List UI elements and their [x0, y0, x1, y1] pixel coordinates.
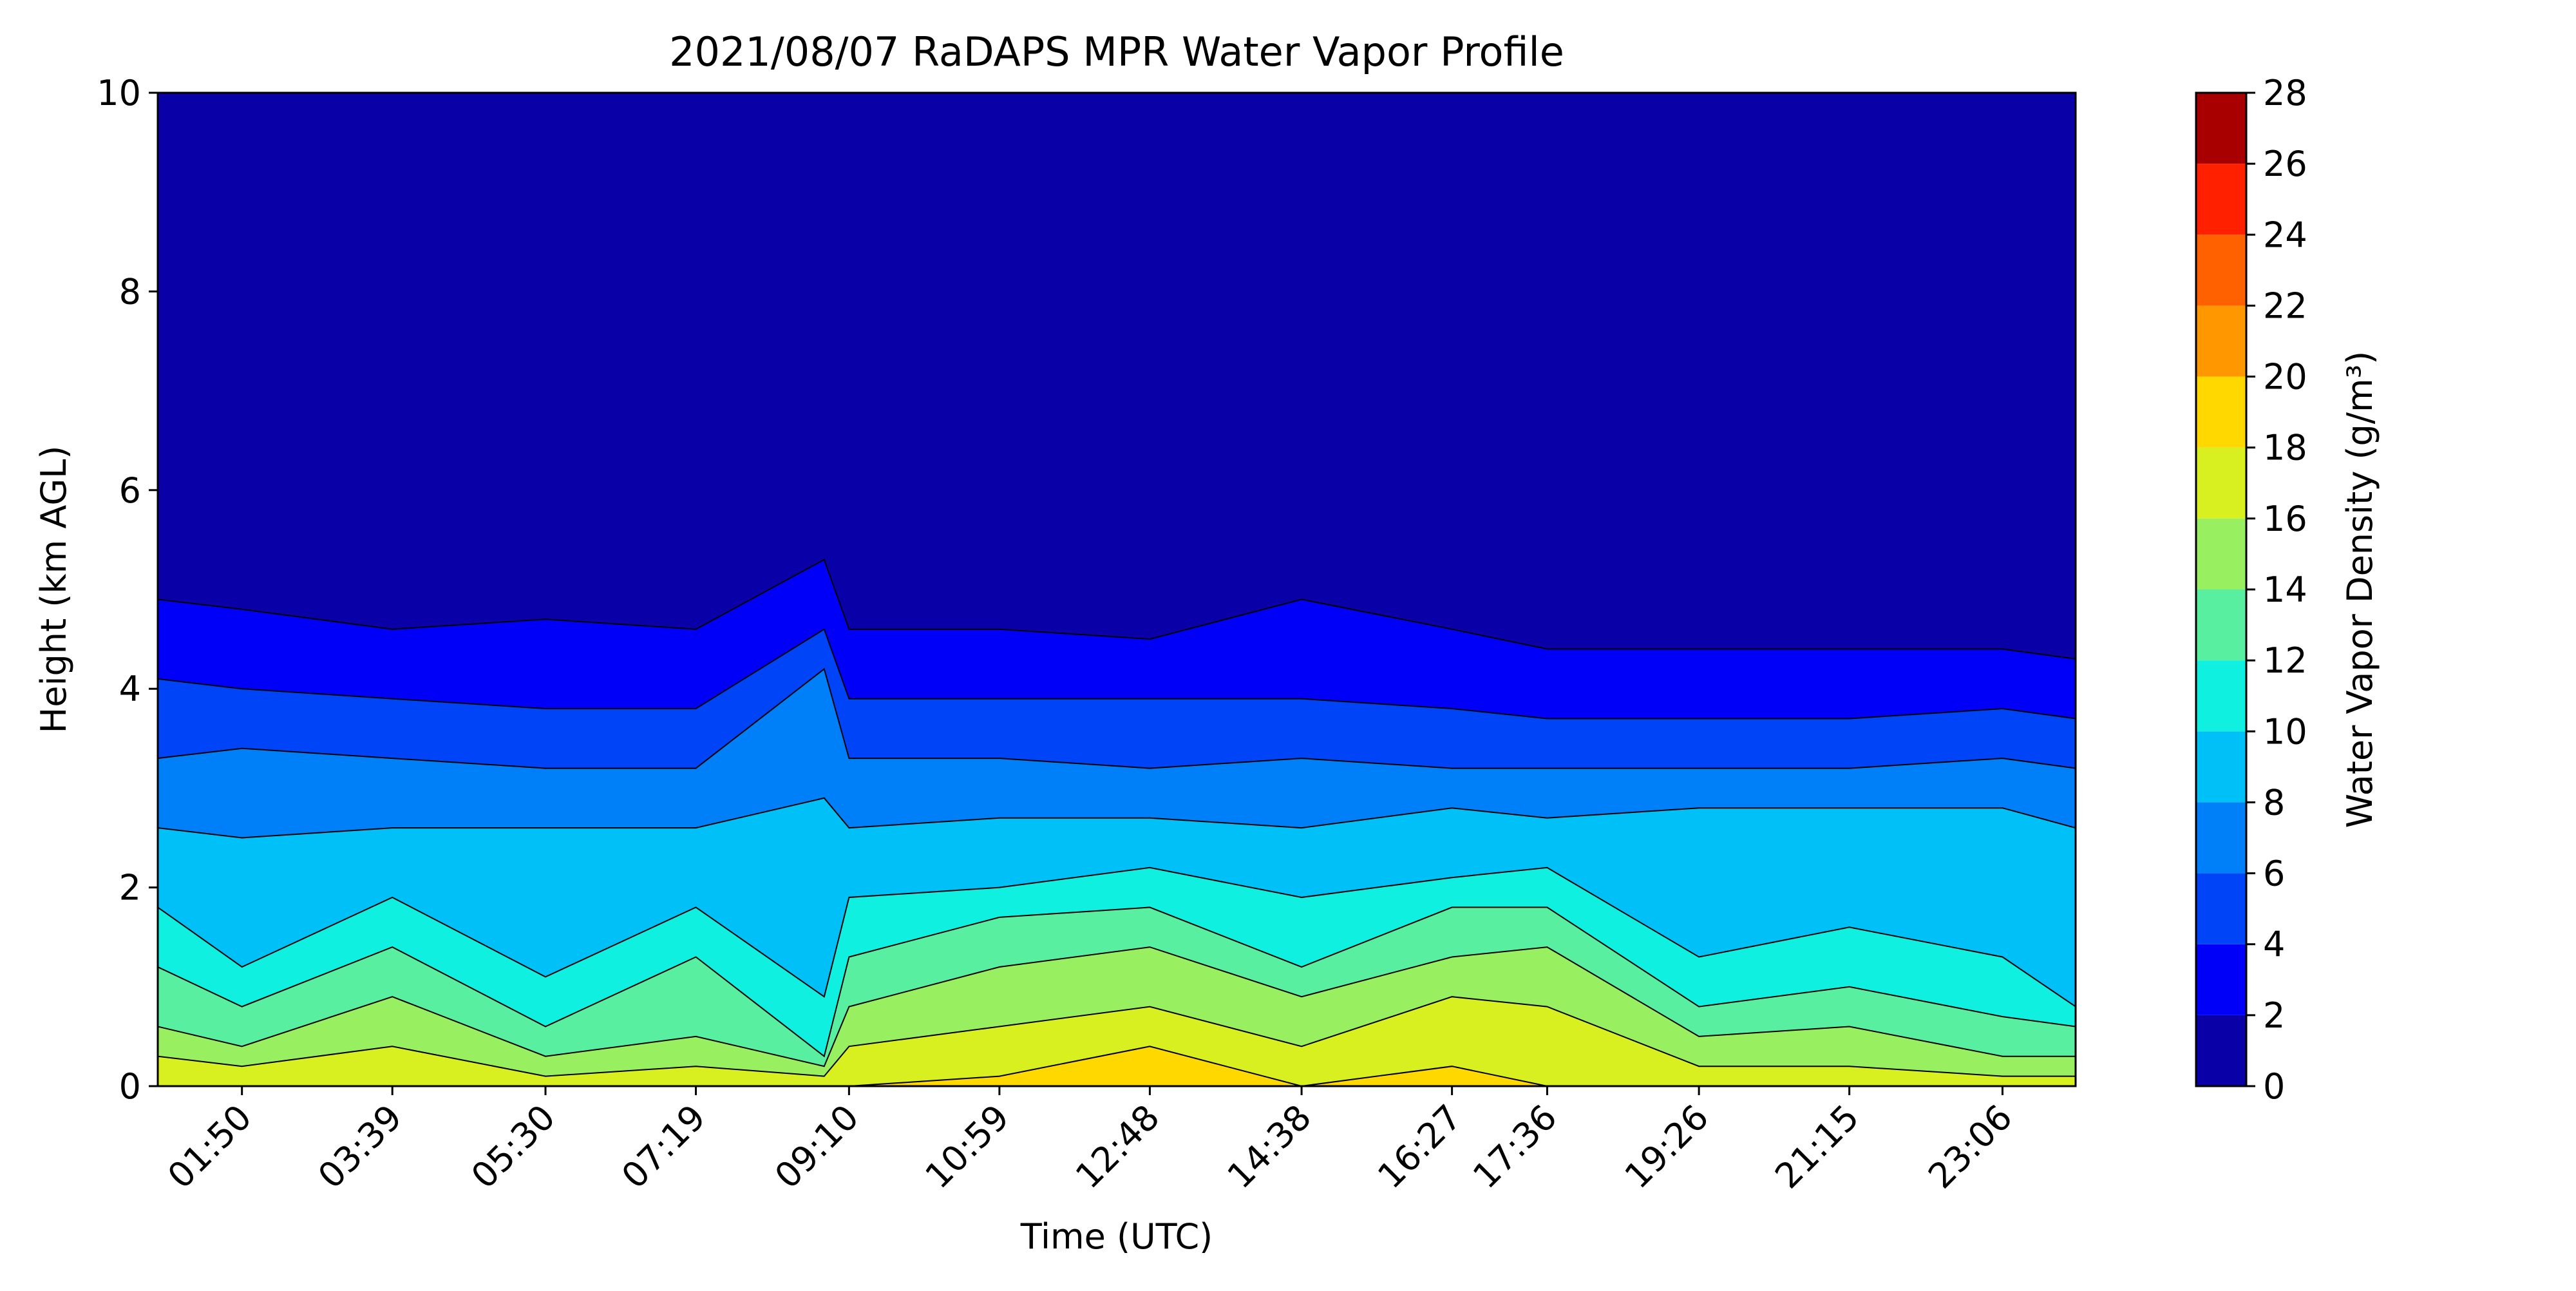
colorbar-tick-label: 24 — [2263, 215, 2307, 255]
x-tick-label: 21:15 — [1767, 1097, 1867, 1197]
contour-4 — [158, 628, 2076, 720]
colorbar-tick-label: 18 — [2263, 428, 2307, 468]
colorbar-tick-label: 0 — [2263, 1066, 2285, 1107]
colorbar-swatch — [2196, 164, 2246, 235]
colorbar-swatch — [2196, 660, 2246, 732]
contour-10 — [158, 866, 2076, 1008]
colorbar-tick-label: 4 — [2263, 924, 2285, 965]
colorbar-tick-label: 14 — [2263, 569, 2307, 610]
y-tick-label: 8 — [119, 271, 141, 312]
colorbar-tick-label: 26 — [2263, 144, 2307, 184]
colorbar-tick-label: 20 — [2263, 357, 2307, 397]
contour-bands — [158, 93, 2076, 1086]
x-tick-label: 16:27 — [1370, 1097, 1470, 1197]
colorbar-tick-label: 2 — [2263, 995, 2285, 1036]
colorbar-swatch — [2196, 234, 2246, 306]
colorbar-label: Water Vapor Density (g/m³) — [2340, 351, 2380, 828]
colorbar-swatch — [2196, 376, 2246, 448]
contour-12 — [158, 906, 2076, 1058]
colorbar-tick-label: 10 — [2263, 711, 2307, 752]
colorbar-swatch — [2196, 944, 2246, 1015]
contour-lines — [158, 559, 2076, 1086]
colorbar-swatch — [2196, 589, 2246, 661]
colorbar-tick-label: 8 — [2263, 782, 2285, 823]
x-axis-label: Time (UTC) — [1020, 1216, 1213, 1257]
colorbar-swatch — [2196, 873, 2246, 944]
colorbar-swatch — [2196, 447, 2246, 519]
x-tick-label: 10:59 — [918, 1097, 1018, 1197]
y-tick-label: 2 — [119, 868, 141, 908]
x-tick-label: 09:10 — [767, 1097, 867, 1197]
x-tick-label: 03:39 — [310, 1097, 410, 1197]
x-axis: 01:50 03:39 05:30 07:19 09:10 10:59 12:48 14:38… — [160, 1086, 2020, 1196]
colorbar-swatch — [2196, 93, 2246, 164]
x-tick-label: 05:30 — [464, 1097, 564, 1197]
contour-2 — [158, 559, 2076, 660]
y-axis: 0 2 4 6 8 10 — [97, 73, 158, 1107]
band-16-18 — [158, 997, 2076, 1086]
x-tick-label: 07:19 — [614, 1097, 714, 1197]
plot-frame — [156, 91, 2077, 1087]
contour-16 — [158, 996, 2076, 1077]
chart-title: 2021/08/07 RaDAPS MPR Water Vapor Profil… — [669, 28, 1564, 75]
band-18-20 — [158, 1046, 2076, 1086]
contour-8 — [158, 797, 2076, 839]
x-tick-label: 01:50 — [160, 1097, 260, 1197]
colorbar-tick-label: 22 — [2263, 285, 2307, 326]
x-tick-label: 12:48 — [1068, 1097, 1168, 1197]
x-tick-label: 17:36 — [1465, 1097, 1565, 1197]
y-tick-label: 4 — [119, 669, 141, 709]
colorbar-swatch — [2196, 305, 2246, 377]
colorbar-swatch — [2196, 802, 2246, 874]
colorbar-swatch — [2196, 731, 2246, 803]
x-tick-label: 14:38 — [1220, 1097, 1320, 1197]
y-tick-label: 0 — [119, 1066, 141, 1107]
colorbar-swatch — [2196, 518, 2246, 589]
x-tick-label: 19:26 — [1617, 1097, 1717, 1197]
y-tick-label: 10 — [97, 73, 141, 113]
colorbar-swatch — [2196, 1015, 2246, 1086]
colorbar-tick-label: 6 — [2263, 854, 2285, 894]
y-axis-label: Height (km AGL) — [33, 446, 74, 734]
y-tick-label: 6 — [119, 470, 141, 511]
contour-14 — [158, 946, 2076, 1067]
colorbar-tick-label: 28 — [2263, 73, 2307, 113]
contour-6 — [158, 667, 2076, 769]
x-tick-label: 23:06 — [1920, 1097, 2020, 1197]
colorbar-tick-label: 16 — [2263, 499, 2307, 539]
colorbar-tick-label: 12 — [2263, 640, 2307, 681]
contour-18 — [158, 1046, 2076, 1086]
